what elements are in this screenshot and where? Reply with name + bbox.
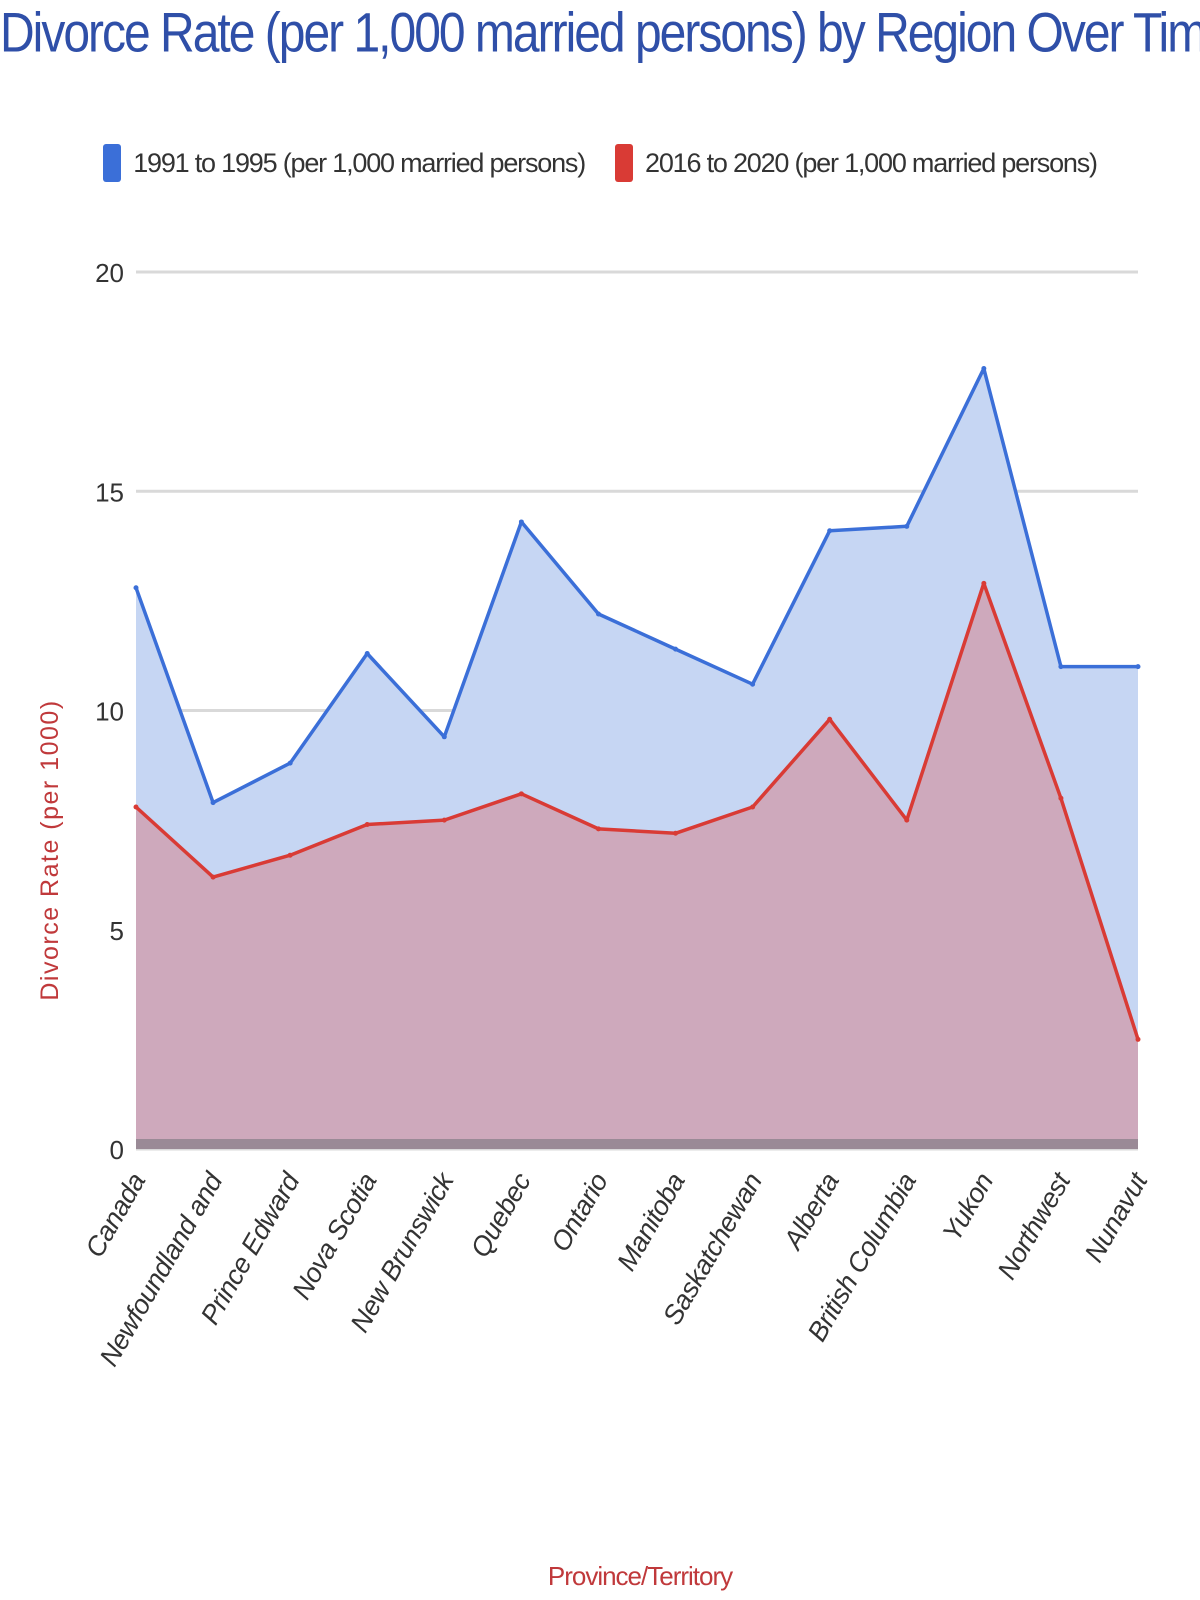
point-1991-to-1995-per-1-000-married-persons-canada[interactable]	[133, 585, 139, 591]
x-tick-label-alberta: Alberta	[777, 1168, 845, 1256]
point-1991-to-1995-per-1-000-married-persons-nova-scotia[interactable]	[364, 650, 370, 656]
x-tick-label-northwest: Northwest	[992, 1166, 1077, 1284]
legend-entry-2016-2020[interactable]: 2016 to 2020 (per 1,000 married persons)	[615, 144, 1098, 182]
line-2016-to-2020-per-1-000-married-persons	[134, 581, 1140, 1040]
x-tick-label-yukon: Yukon	[937, 1168, 1000, 1246]
point-2016-to-2020-per-1-000-married-persons-saskatchewan[interactable]	[750, 804, 756, 810]
legend-swatch-red	[615, 144, 633, 182]
legend-label-1991-1995: 1991 to 1995 (per 1,000 married persons)	[133, 147, 586, 178]
point-1991-to-1995-per-1-000-married-persons-british-columbia[interactable]	[904, 523, 910, 529]
point-1991-to-1995-per-1-000-married-persons-prince-edward[interactable]	[287, 760, 293, 766]
legend-entry-1991-1995[interactable]: 1991 to 1995 (per 1,000 married persons)	[103, 144, 586, 182]
point-2016-to-2020-per-1-000-married-persons-nunavut[interactable]	[1135, 1036, 1141, 1042]
point-1991-to-1995-per-1-000-married-persons-manitoba[interactable]	[673, 646, 679, 652]
point-1991-to-1995-per-1-000-married-persons-northwest[interactable]	[1058, 664, 1064, 670]
point-2016-to-2020-per-1-000-married-persons-manitoba[interactable]	[673, 830, 679, 836]
y-tick-label-10: 10	[95, 697, 124, 727]
point-2016-to-2020-per-1-000-married-persons-quebec[interactable]	[518, 791, 524, 797]
x-axis-baseline	[136, 1139, 1138, 1149]
point-1991-to-1995-per-1-000-married-persons-ontario[interactable]	[595, 611, 601, 617]
y-tick-label-20: 20	[95, 258, 124, 288]
y-axis-label: Divorce Rate (per 1000)	[36, 699, 64, 1000]
x-tick-label-manitoba: Manitoba	[611, 1168, 691, 1276]
x-axis-label: Province/Territory	[548, 1561, 733, 1591]
y-tick-label-15: 15	[95, 477, 124, 507]
point-2016-to-2020-per-1-000-married-persons-british-columbia[interactable]	[904, 817, 910, 823]
area-series	[136, 368, 1138, 1149]
point-1991-to-1995-per-1-000-married-persons-saskatchewan[interactable]	[750, 681, 756, 687]
point-1991-to-1995-per-1-000-married-persons-quebec[interactable]	[518, 519, 524, 525]
x-tick-label-nunavut: Nunavut	[1079, 1166, 1155, 1267]
legend: 1991 to 1995 (per 1,000 married persons)…	[0, 144, 1200, 182]
line-1991-to-1995-per-1-000-married-persons	[134, 366, 1138, 805]
legend-swatch-blue	[103, 144, 122, 182]
point-2016-to-2020-per-1-000-married-persons-yukon[interactable]	[981, 580, 987, 586]
y-tick-label-0: 0	[110, 1135, 124, 1165]
y-axis-ticks: 0 5 10 15 20	[95, 258, 124, 1165]
series-lines	[133, 365, 1141, 1042]
point-2016-to-2020-per-1-000-married-persons-canada[interactable]	[133, 804, 139, 810]
point-1991-to-1995-per-1-000-married-persons-alberta[interactable]	[827, 528, 833, 534]
point-2016-to-2020-per-1-000-married-persons-northwest[interactable]	[1058, 795, 1064, 801]
y-tick-label-5: 5	[110, 916, 124, 946]
point-1991-to-1995-per-1-000-married-persons-new-brunswick[interactable]	[441, 734, 447, 740]
point-1991-to-1995-per-1-000-married-persons-yukon[interactable]	[981, 365, 987, 371]
point-2016-to-2020-per-1-000-married-persons-new-brunswick[interactable]	[441, 817, 447, 823]
point-2016-to-2020-per-1-000-married-persons-nova-scotia[interactable]	[364, 822, 370, 828]
x-tick-label-canada: Canada	[79, 1168, 151, 1263]
chart-title: Divorce Rate (per 1,000 married persons)…	[0, 3, 1200, 64]
point-1991-to-1995-per-1-000-married-persons-newfoundland-and[interactable]	[210, 800, 216, 806]
legend-label-2016-2020: 2016 to 2020 (per 1,000 married persons)	[645, 147, 1098, 178]
x-tick-label-ontario: Ontario	[545, 1168, 614, 1257]
point-2016-to-2020-per-1-000-married-persons-newfoundland-and[interactable]	[210, 874, 216, 880]
point-2016-to-2020-per-1-000-married-persons-ontario[interactable]	[595, 826, 601, 832]
point-2016-to-2020-per-1-000-married-persons-prince-edward[interactable]	[287, 852, 293, 858]
point-1991-to-1995-per-1-000-married-persons-nunavut[interactable]	[1135, 664, 1141, 670]
area-2016-to-2020-per-1-000-married-persons	[136, 583, 1138, 1149]
point-2016-to-2020-per-1-000-married-persons-alberta[interactable]	[827, 716, 833, 722]
x-tick-label-quebec: Quebec	[465, 1167, 537, 1262]
